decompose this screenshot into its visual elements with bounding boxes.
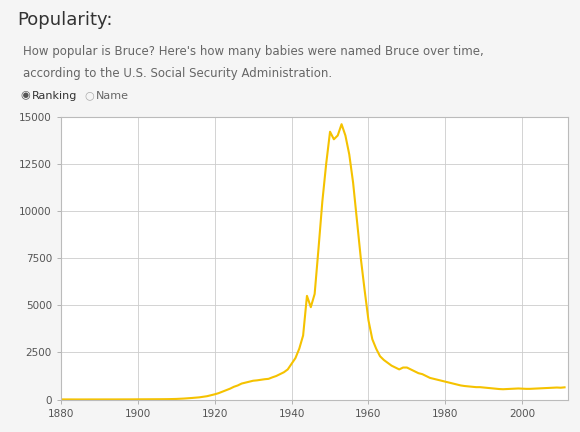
Text: ◉: ◉ <box>20 91 30 101</box>
Text: How popular is Bruce? Here's how many babies were named Bruce over time,: How popular is Bruce? Here's how many ba… <box>23 45 484 58</box>
Text: Popularity:: Popularity: <box>17 11 113 29</box>
Text: ○: ○ <box>84 91 94 101</box>
Text: Name: Name <box>96 91 129 101</box>
Text: Ranking: Ranking <box>32 91 77 101</box>
Text: according to the U.S. Social Security Administration.: according to the U.S. Social Security Ad… <box>23 67 332 80</box>
